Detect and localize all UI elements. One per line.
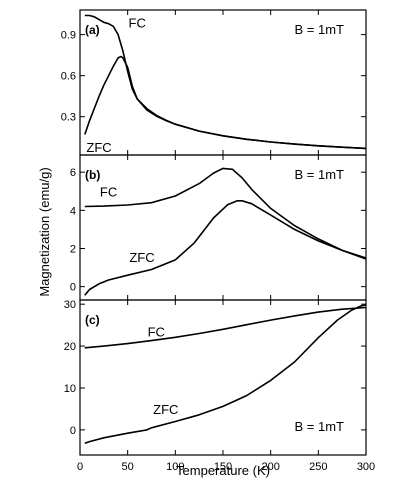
x-tick-label: 300 [357,461,375,473]
y-tick-label: 4 [70,205,76,217]
y-tick-label: 6 [70,167,76,179]
series-label-fc: FC [148,324,165,339]
series-line-zfc-panel-3 [84,304,367,445]
panel-label: (c) [85,313,100,327]
panel-label: (b) [85,168,100,182]
x-tick-label: 100 [166,461,184,473]
y-tick-label: 0.3 [61,112,76,124]
field-annotation: B = 1mT [295,22,345,37]
x-tick-label: 150 [214,461,232,473]
x-tick-label: 0 [77,461,83,473]
field-annotation: B = 1mT [295,419,345,434]
series-label-fc: FC [129,15,146,30]
panel-label: (a) [85,23,100,37]
y-axis-label: Magnetization (emu/g) [37,167,52,296]
y-tick-label: 30 [64,299,76,311]
y-tick-label: 20 [64,341,76,353]
y-tick-label: 0.9 [61,30,76,42]
series-label-zfc: ZFC [153,402,178,417]
series-label-zfc: ZFC [129,250,154,265]
y-tick-label: 0 [70,425,76,437]
x-axis-label: Temperature (K) [176,463,270,478]
series-line-fc-panel-2 [84,167,367,259]
field-annotation: B = 1mT [295,167,345,182]
x-tick-label: 50 [122,461,134,473]
y-tick-label: 0.6 [61,71,76,83]
x-tick-label: 200 [261,461,279,473]
series-line-zfc-panel-2 [84,200,367,296]
y-tick-label: 2 [70,243,76,255]
series-label-zfc: ZFC [86,140,111,155]
series-label-fc: FC [100,184,117,199]
x-tick-label: 250 [309,461,327,473]
series-line-fc-panel-3 [84,306,367,349]
y-tick-label: 10 [64,383,76,395]
series-line-zfc-panel-1 [84,55,367,150]
y-tick-label: 0 [70,282,76,294]
